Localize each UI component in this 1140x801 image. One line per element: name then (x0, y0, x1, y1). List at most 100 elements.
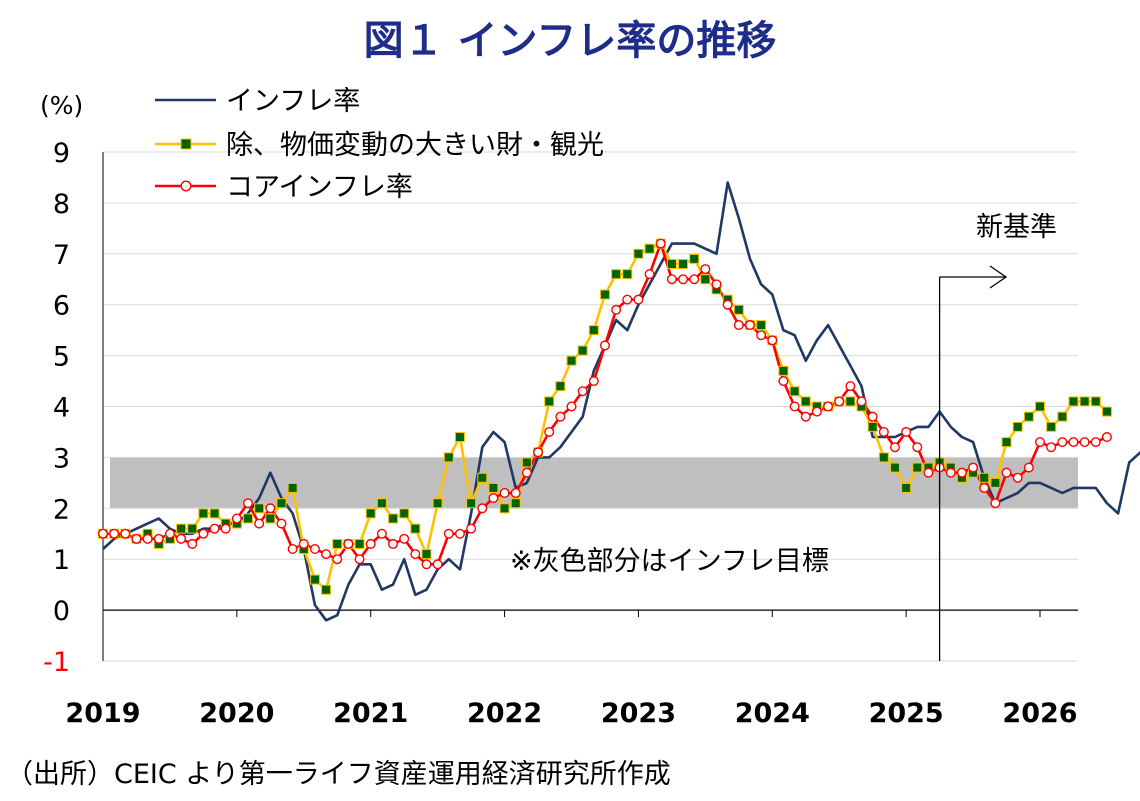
series-marker-ex-volatile (555, 381, 566, 392)
series-marker-core (655, 238, 666, 249)
series-marker-core (644, 269, 655, 280)
series-marker-core (1012, 472, 1023, 483)
series-marker-core (321, 549, 332, 560)
series-marker-core (666, 274, 677, 285)
series-marker-core (1023, 462, 1034, 473)
series-marker-ex-volatile (365, 508, 376, 519)
series-line-inflation (102, 181, 1140, 622)
series-marker-core (365, 538, 376, 549)
series-marker-ex-volatile (1035, 401, 1045, 412)
series-marker-ex-volatile (1046, 421, 1057, 432)
series-marker-ex-volatile (800, 396, 811, 407)
series-marker-core (889, 442, 900, 453)
x-tick-label: 2019 (65, 698, 140, 729)
series-marker-ex-volatile (599, 289, 610, 300)
series-marker-ex-volatile (901, 482, 912, 493)
series-marker-core (354, 554, 365, 565)
series-marker-ex-volatile (700, 274, 711, 285)
series-marker-core (109, 528, 120, 539)
y-tick-label: 7 (53, 240, 70, 271)
target-band-label: ※灰色部分はインフレ目標 (510, 546, 829, 577)
series-marker-ex-volatile (912, 462, 923, 473)
series-marker-core (410, 549, 421, 560)
series-marker-ex-volatile (254, 503, 265, 514)
series-marker-core (153, 533, 164, 544)
series-marker-core (823, 401, 834, 412)
legend-entry-ex-volatile: 除、物価変動の大きい財・観光 (226, 130, 604, 161)
series-marker-core (856, 396, 867, 407)
series-marker-core (198, 528, 209, 539)
axes: -1 0 1 2 3 4 5 6 7 8 9 (%) 2019 2020 2021 2022 2023 2024 2… (40, 91, 1078, 729)
series-marker-core (990, 498, 1001, 509)
series-marker-core (767, 335, 778, 346)
series-marker-core (176, 533, 187, 544)
series-marker-ex-volatile (265, 513, 276, 524)
series-marker-core (722, 299, 733, 310)
series-marker-ex-volatile (633, 248, 644, 259)
series-marker-core (243, 498, 254, 509)
y-tick-label: 6 (53, 291, 70, 322)
series-marker-ex-volatile (544, 396, 555, 407)
series-marker-ex-volatile (1001, 437, 1012, 448)
series-marker-ex-volatile (666, 258, 677, 269)
series-marker-core (421, 559, 432, 570)
series-marker-core (744, 320, 755, 331)
series-marker-ex-volatile (789, 386, 800, 397)
series-marker-core (142, 533, 153, 544)
series-marker-core (97, 528, 108, 539)
series-marker-core (956, 467, 967, 478)
series-marker-core (231, 513, 242, 524)
series-marker-ex-volatile (1023, 411, 1034, 422)
series-marker-core (733, 320, 744, 331)
series-marker-core (1090, 437, 1101, 448)
series-marker-core (1101, 432, 1112, 443)
series-marker-ex-volatile (354, 538, 365, 549)
x-tick-label: 2022 (467, 698, 542, 729)
series-marker-ex-volatile (187, 523, 198, 534)
series-marker-core (220, 523, 231, 534)
series-marker-core (209, 523, 220, 534)
series-marker-core (700, 264, 711, 275)
series-marker-core (120, 528, 131, 539)
y-tick-label: 0 (53, 596, 70, 627)
new-base-label: 新基準 (976, 212, 1057, 243)
series-marker-core (131, 533, 142, 544)
series-marker-core (477, 503, 488, 514)
series-marker-core (811, 406, 822, 417)
series-marker-ex-volatile (990, 477, 1001, 488)
series-marker-core (689, 274, 700, 285)
series-marker-ex-volatile (845, 396, 856, 407)
chart-title: 図１ インフレ率の推移 (363, 18, 777, 64)
series-marker-ex-volatile (198, 508, 209, 519)
series-marker-core (510, 488, 521, 499)
series-marker-core (577, 386, 588, 397)
series-marker-core (499, 488, 510, 499)
series-marker-core (276, 518, 287, 529)
legend-marker (180, 138, 192, 150)
series-marker-core (399, 533, 410, 544)
series-marker-ex-volatile (399, 508, 410, 519)
series-marker-ex-volatile (611, 269, 622, 280)
series-marker-ex-volatile (243, 513, 254, 524)
series-marker-core (845, 381, 856, 392)
series-marker-core (599, 340, 610, 351)
series-marker-ex-volatile (477, 472, 488, 483)
y-tick-label: 9 (53, 138, 70, 169)
series-marker-ex-volatile (733, 304, 744, 315)
series-marker-core (332, 554, 343, 565)
series-marker-core (923, 467, 934, 478)
series-marker-ex-volatile (421, 549, 432, 560)
series-marker-core (945, 467, 956, 478)
series-marker-core (488, 493, 499, 504)
series-marker-ex-volatile (276, 498, 287, 509)
series-marker-core (376, 528, 387, 539)
series-marker-ex-volatile (209, 508, 220, 519)
series-marker-core (622, 294, 633, 305)
series-marker-ex-volatile (644, 243, 655, 254)
series-marker-ex-volatile (510, 498, 521, 509)
series-marker-core (287, 544, 298, 555)
series-marker-ex-volatile (622, 269, 633, 280)
y-tick-label: 8 (53, 189, 70, 220)
